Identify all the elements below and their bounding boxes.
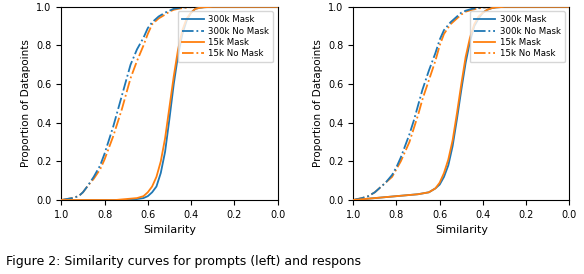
Y-axis label: Proportion of Datapoints: Proportion of Datapoints	[20, 39, 31, 167]
Legend: 300k Mask, 300k No Mask, 15k Mask, 15k No Mask: 300k Mask, 300k No Mask, 15k Mask, 15k N…	[470, 11, 565, 62]
X-axis label: Similarity: Similarity	[435, 225, 488, 235]
Text: Figure 2: Similarity curves for prompts (left) and respons: Figure 2: Similarity curves for prompts …	[6, 255, 361, 268]
Legend: 300k Mask, 300k No Mask, 15k Mask, 15k No Mask: 300k Mask, 300k No Mask, 15k Mask, 15k N…	[178, 11, 273, 62]
Y-axis label: Proportion of Datapoints: Proportion of Datapoints	[312, 39, 322, 167]
X-axis label: Similarity: Similarity	[143, 225, 196, 235]
